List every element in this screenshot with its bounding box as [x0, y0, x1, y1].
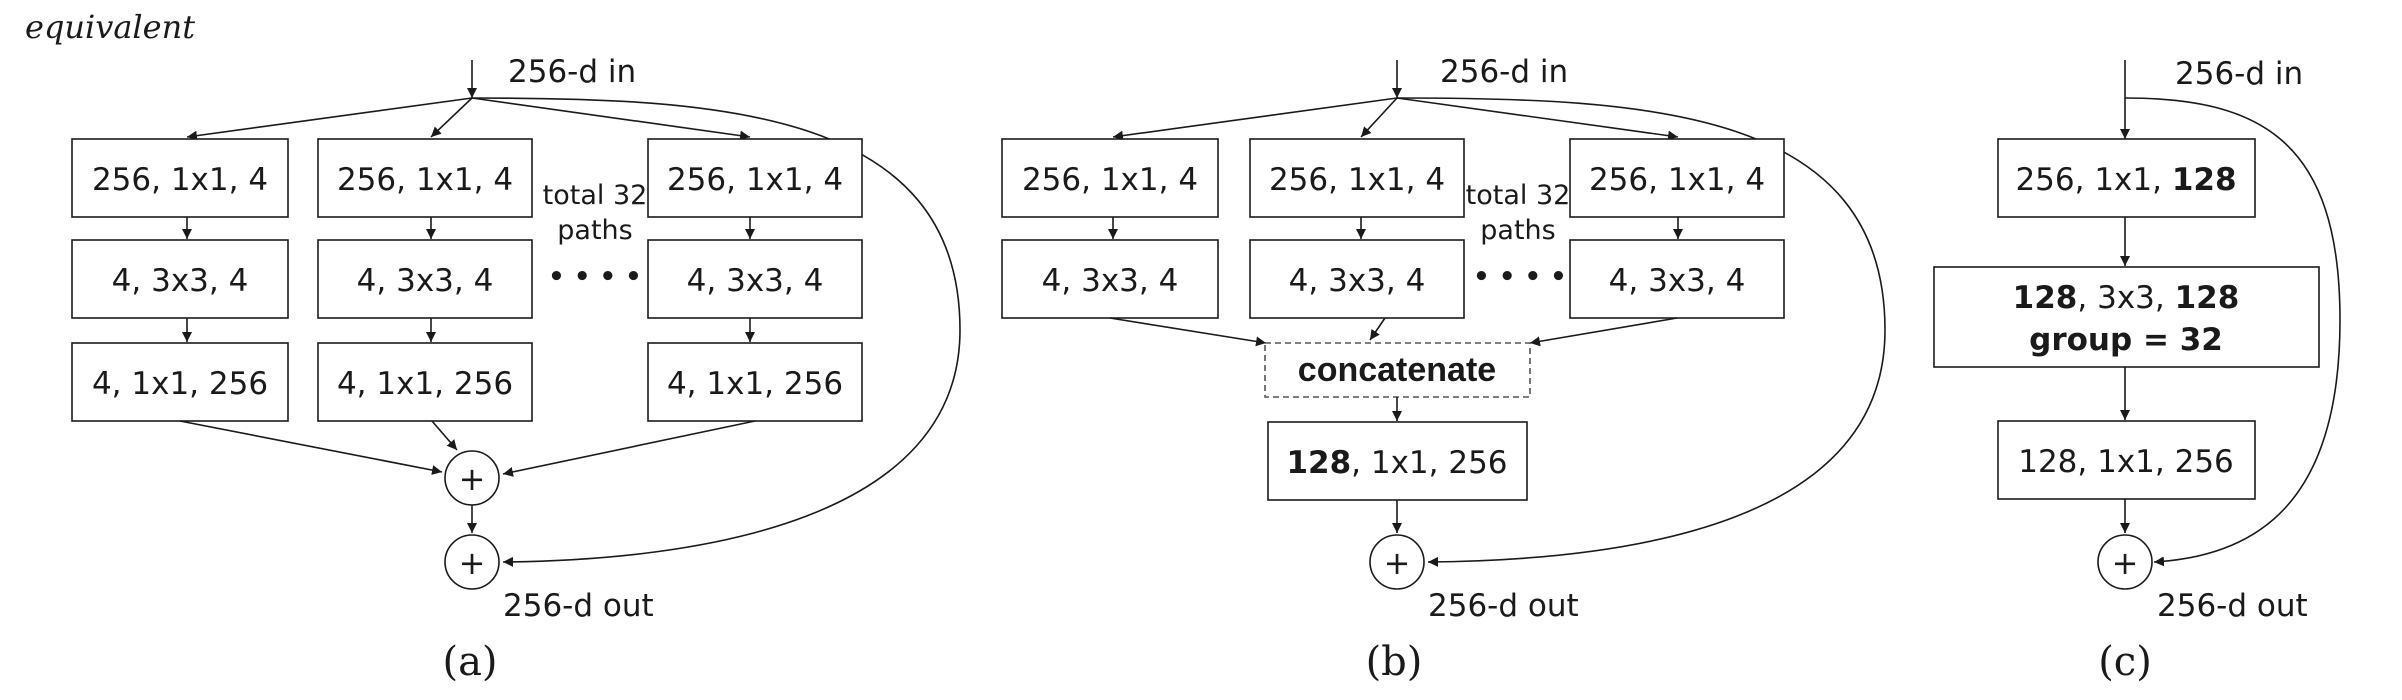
a-output-label: 256-d out	[503, 588, 654, 624]
a-col1-box2-label: 4, 3x3, 4	[112, 263, 249, 299]
panel-a: 256-d in 256, 1x1, 4 4, 3x3, 4 4, 1x1, 2…	[71, 54, 961, 685]
c-sum-node	[2097, 534, 2153, 590]
panel-c: 256-d in 256, 1x1, 128 128, 3x3, 128 gro…	[1933, 56, 2341, 685]
a-col2-box2	[317, 239, 533, 319]
panel-b: 256-d in 256, 1x1, 4 4, 3x3, 4 256, 1x1,…	[1001, 54, 1886, 685]
header-text: equivalent	[25, 8, 195, 46]
b-paths-note-line1: total 32	[1466, 180, 1571, 211]
b-final-rest: , 1x1, 256	[1351, 445, 1507, 481]
b-input-label: 256-d in	[1440, 54, 1568, 90]
c-sum-symbol: +	[2112, 544, 2139, 582]
a-sum-symbol-2: +	[459, 544, 486, 582]
b-ellipsis: • • • •	[1473, 262, 1567, 292]
a-col3-box3-label: 4, 1x1, 256	[667, 366, 843, 402]
a-col2-box1-label: 256, 1x1, 4	[337, 162, 513, 198]
a-sum-symbol-1: +	[459, 460, 486, 498]
b-col2-box2-label: 4, 3x3, 4	[1289, 263, 1426, 299]
a-col2-box2-label: 4, 3x3, 4	[357, 263, 494, 299]
b-col1-box1	[1001, 138, 1219, 218]
a-col1-box2	[71, 239, 289, 319]
b-col3-box1-label: 256, 1x1, 4	[1589, 162, 1765, 198]
c-box2-mid: , 3x3,	[2077, 280, 2174, 316]
a-col3-box1-label: 256, 1x1, 4	[667, 162, 843, 198]
b-sum-symbol: +	[1384, 544, 1411, 582]
b-col3-box2-label: 4, 3x3, 4	[1609, 263, 1746, 299]
b-output-label: 256-d out	[1428, 588, 1579, 624]
b-final-bold: 128	[1286, 445, 1351, 481]
b-col1-box2	[1001, 239, 1219, 319]
a-ellipsis: • • • •	[548, 262, 642, 292]
c-box1-plain: 256, 1x1,	[2015, 162, 2171, 198]
a-col2-box1	[317, 138, 533, 218]
b-col1-box1-label: 256, 1x1, 4	[1022, 162, 1198, 198]
a-paths-note-line2: paths	[557, 215, 632, 246]
c-box3	[1997, 420, 2256, 500]
a-col1-box1	[71, 138, 289, 218]
a-paths-note-line1: total 32	[543, 180, 648, 211]
c-output-label: 256-d out	[2157, 588, 2308, 624]
b-col2-box1-label: 256, 1x1, 4	[1269, 162, 1445, 198]
a-col3-box1	[647, 138, 863, 218]
b-col3-box1	[1569, 138, 1785, 218]
c-box1	[1997, 138, 2256, 218]
c-box2-bold1: 128	[2013, 280, 2078, 316]
a-col3-box2	[647, 239, 863, 319]
b-sum-node	[1369, 534, 1425, 590]
b-concat-box	[1264, 342, 1531, 398]
c-box2-bold2: 128	[2175, 280, 2240, 316]
a-col2-box3-label: 4, 1x1, 256	[337, 366, 513, 402]
a-col2-box3	[317, 342, 533, 422]
c-box2-line1: 128, 3x3, 128	[2013, 280, 2240, 316]
c-input-label: 256-d in	[2175, 56, 2303, 92]
a-col3-box2-label: 4, 3x3, 4	[687, 263, 824, 299]
a-caption: (a)	[442, 639, 497, 685]
b-caption: (b)	[1366, 639, 1423, 685]
b-final-label: 128, 1x1, 256	[1286, 445, 1507, 481]
a-col1-box1-label: 256, 1x1, 4	[92, 162, 268, 198]
b-final-box	[1267, 421, 1528, 501]
a-col1-box3-label: 4, 1x1, 256	[92, 366, 268, 402]
a-input-label: 256-d in	[508, 54, 636, 90]
b-concat-label: concatenate	[1298, 351, 1496, 389]
a-sum-node-2	[444, 534, 500, 590]
c-box2	[1933, 266, 2320, 368]
b-col2-box1	[1249, 138, 1465, 218]
c-caption: (c)	[2098, 639, 2152, 685]
b-col3-box2	[1569, 239, 1785, 319]
c-box1-label: 256, 1x1, 128	[2015, 162, 2236, 198]
a-col1-box3	[71, 342, 289, 422]
c-box3-label: 128, 1x1, 256	[2018, 444, 2234, 480]
c-box1-bold: 128	[2172, 162, 2237, 198]
b-paths-note-line2: paths	[1480, 215, 1555, 246]
c-box2-line2: group = 32	[2029, 322, 2223, 358]
b-col2-box2	[1249, 239, 1465, 319]
b-col1-box2-label: 4, 3x3, 4	[1042, 263, 1179, 299]
